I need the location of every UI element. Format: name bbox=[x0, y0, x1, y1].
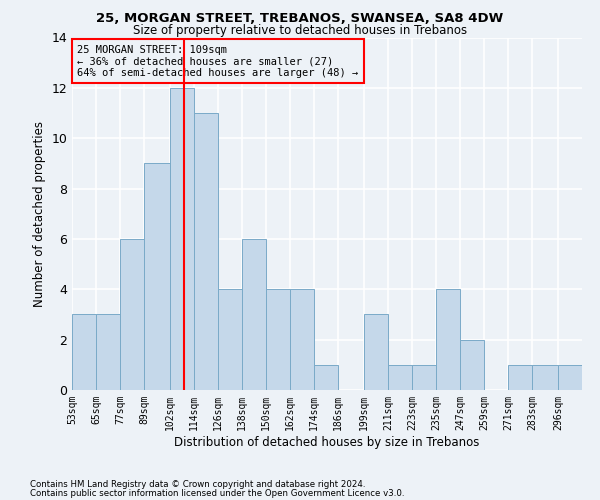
Bar bbox=[72, 314, 96, 390]
Bar bbox=[290, 290, 314, 390]
Bar bbox=[532, 365, 558, 390]
Bar bbox=[144, 164, 170, 390]
Bar bbox=[242, 239, 266, 390]
Text: 25 MORGAN STREET: 109sqm
← 36% of detached houses are smaller (27)
64% of semi-d: 25 MORGAN STREET: 109sqm ← 36% of detach… bbox=[77, 44, 358, 78]
Y-axis label: Number of detached properties: Number of detached properties bbox=[33, 120, 46, 306]
X-axis label: Distribution of detached houses by size in Trebanos: Distribution of detached houses by size … bbox=[175, 436, 479, 448]
Bar bbox=[412, 365, 436, 390]
Bar bbox=[266, 290, 290, 390]
Bar bbox=[170, 88, 194, 390]
Bar bbox=[436, 290, 460, 390]
Text: Size of property relative to detached houses in Trebanos: Size of property relative to detached ho… bbox=[133, 24, 467, 37]
Bar bbox=[508, 365, 532, 390]
Text: Contains public sector information licensed under the Open Government Licence v3: Contains public sector information licen… bbox=[30, 490, 404, 498]
Text: Contains HM Land Registry data © Crown copyright and database right 2024.: Contains HM Land Registry data © Crown c… bbox=[30, 480, 365, 489]
Bar bbox=[120, 239, 144, 390]
Bar bbox=[194, 113, 218, 390]
Bar bbox=[314, 365, 338, 390]
Bar bbox=[364, 314, 388, 390]
Bar bbox=[388, 365, 412, 390]
Bar bbox=[558, 365, 582, 390]
Text: 25, MORGAN STREET, TREBANOS, SWANSEA, SA8 4DW: 25, MORGAN STREET, TREBANOS, SWANSEA, SA… bbox=[97, 12, 503, 26]
Bar bbox=[218, 290, 242, 390]
Bar bbox=[96, 314, 120, 390]
Bar bbox=[460, 340, 484, 390]
